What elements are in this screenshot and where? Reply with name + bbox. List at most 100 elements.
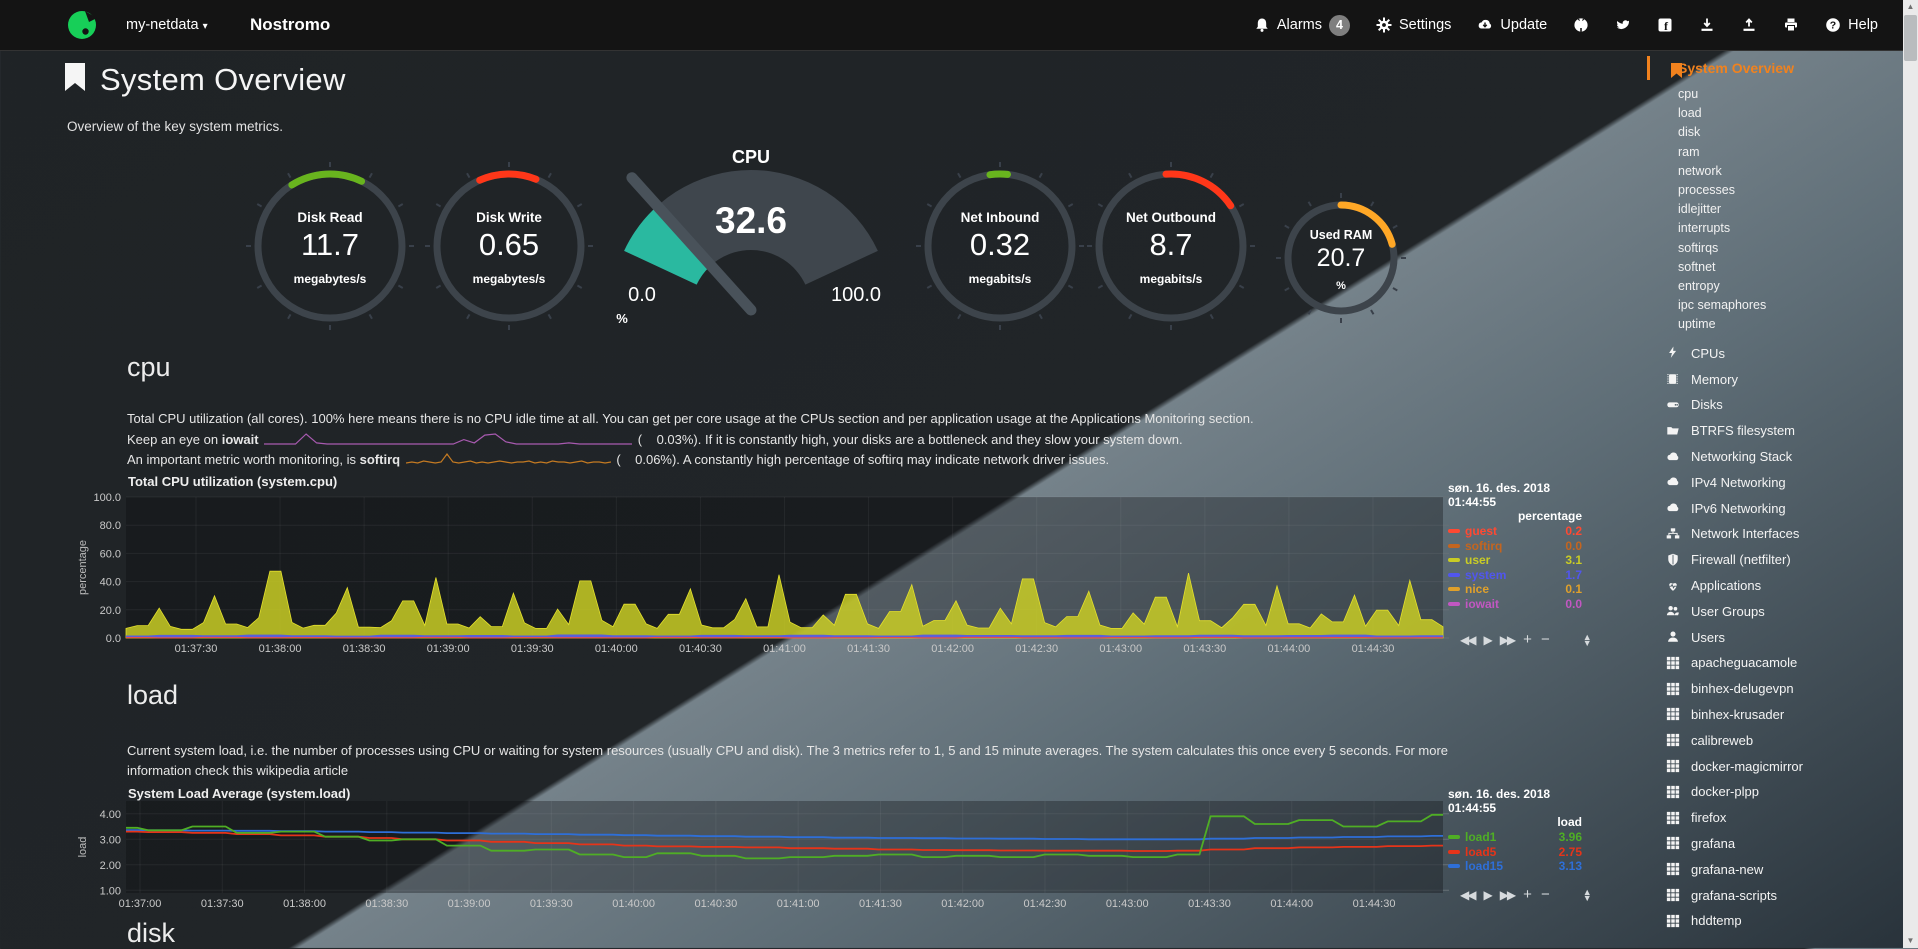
my-netdata-menu[interactable]: my-netdata ▾ <box>126 0 208 50</box>
grid-icon <box>1666 863 1680 876</box>
page-scrollbar[interactable]: ▲ ▼ <box>1903 0 1918 948</box>
navbar-item-print[interactable] <box>1783 17 1799 33</box>
legend-row-nice[interactable]: nice 0.1 <box>1448 582 1588 597</box>
legend-row-softirq[interactable]: softirq 0.0 <box>1448 539 1588 554</box>
sidebar-subitem-idlejitter[interactable]: idlejitter <box>1678 202 1722 217</box>
sidebar-item-firewall-netfilter-[interactable]: Firewall (netfilter) <box>1665 547 1901 573</box>
sidebar-item-user-groups[interactable]: User Groups <box>1665 598 1901 624</box>
legend-row-system[interactable]: system 1.7 <box>1448 568 1588 583</box>
sidebar-item-grafana-scripts[interactable]: grafana-scripts <box>1665 882 1901 908</box>
legend-row-iowait[interactable]: iowait 0.0 <box>1448 597 1588 612</box>
sidebar-item-calibreweb[interactable]: calibreweb <box>1665 727 1901 753</box>
sidebar-item-cpus[interactable]: CPUs <box>1665 340 1901 366</box>
sidebar-subitem-softnet[interactable]: softnet <box>1678 259 1716 274</box>
grid-icon <box>1666 734 1680 747</box>
scrollbar-thumb[interactable] <box>1904 15 1917 61</box>
sidebar-item-networking-stack[interactable]: Networking Stack <box>1665 444 1901 470</box>
navbar-item-export[interactable] <box>1699 17 1715 33</box>
cloud-icon <box>1667 503 1679 512</box>
sidebar-item-docker-magicmirror[interactable]: docker-magicmirror <box>1665 753 1901 779</box>
svg-text:01:43:30: 01:43:30 <box>1188 898 1231 910</box>
sidebar-subitem-network[interactable]: network <box>1678 163 1722 178</box>
navbar-item-import[interactable] <box>1741 17 1757 33</box>
legend-row-load5[interactable]: load5 2.75 <box>1448 845 1588 860</box>
sidebar-subitem-softirqs[interactable]: softirqs <box>1678 240 1719 255</box>
sidebar-subitem-load[interactable]: load <box>1678 106 1702 121</box>
sidebar-item-system-overview[interactable]: System Overview <box>1645 55 1901 81</box>
sidebar-subitem-entropy[interactable]: entropy <box>1678 278 1720 293</box>
resize-handle[interactable]: ▲ ▼ <box>1582 887 1592 903</box>
navbar-item-github[interactable] <box>1573 17 1589 33</box>
load-desc[interactable]: Current system load, i.e. the number of … <box>127 743 1449 778</box>
sidebar-item-grafana[interactable]: grafana <box>1665 831 1901 857</box>
pan-forward-button[interactable]: ▶▶ <box>1499 888 1517 902</box>
gauge-units-net-inbound: megabits/s <box>968 272 1032 286</box>
zoom-in-button[interactable]: + <box>1523 886 1532 903</box>
navbar-item-twitter[interactable] <box>1615 17 1631 33</box>
bell-icon <box>1256 18 1268 32</box>
sidebar-subitem-disk[interactable]: disk <box>1678 125 1701 140</box>
sidebar-subitem-ipc-semaphores[interactable]: ipc semaphores <box>1678 298 1767 313</box>
sidebar-item-ipv6-networking[interactable]: IPv6 Networking <box>1665 495 1901 521</box>
legend-name-guest: guest <box>1465 524 1498 538</box>
legend-row-user[interactable]: user 3.1 <box>1448 553 1588 568</box>
resize-handle[interactable]: ▲ ▼ <box>1582 632 1592 648</box>
scrollbar-up-arrow[interactable]: ▲ <box>1906 2 1915 11</box>
navbar-item-settings[interactable]: Settings <box>1376 17 1451 33</box>
navbar-item-update[interactable]: Update <box>1477 17 1547 33</box>
gauge-net-outbound[interactable] <box>1087 162 1255 330</box>
gauge-used-ram[interactable] <box>1276 193 1406 323</box>
sidebar-subitem-cpu[interactable]: cpu <box>1678 87 1699 101</box>
legend-value-load15: 3.13 <box>1558 859 1582 873</box>
gauge-cpu[interactable] <box>624 169 878 316</box>
sidebar-subitem-ram[interactable]: ram <box>1678 144 1700 159</box>
sidebar-item-ipv4-networking[interactable]: IPv4 Networking <box>1665 469 1901 495</box>
sidebar-subitem-processes[interactable]: processes <box>1678 182 1735 197</box>
sidebar-item-disks[interactable]: Disks <box>1665 392 1901 418</box>
gauge-disk-read[interactable] <box>246 162 414 330</box>
sidebar-item-binhex-delugevpn[interactable]: binhex-delugevpn <box>1665 676 1901 702</box>
zoom-out-button[interactable]: − <box>1540 631 1550 648</box>
grid-icon <box>1666 888 1680 902</box>
pan-backward-button[interactable]: ◀◀ <box>1460 888 1477 902</box>
pan-forward-button[interactable]: ▶▶ <box>1499 633 1517 647</box>
legend-row-load1[interactable]: load1 3.96 <box>1448 830 1588 845</box>
sidebar-item-applications[interactable]: Applications <box>1665 573 1901 599</box>
cloud-icon <box>1667 451 1679 460</box>
navbar-item-facebook[interactable]: f <box>1657 17 1673 33</box>
legend-value-iowait: 0.0 <box>1565 596 1582 611</box>
cpu-desc-line3: An important metric worth monitoring, is… <box>127 452 1109 469</box>
sidebar-item-hddtemp[interactable]: hddtemp <box>1665 908 1901 934</box>
sidebar-item-grafana-new[interactable]: grafana-new <box>1665 856 1901 882</box>
svg-text:01:37:00: 01:37:00 <box>119 898 162 910</box>
zoom-out-button[interactable]: − <box>1540 886 1550 903</box>
svg-text:01:43:00: 01:43:00 <box>1106 898 1149 910</box>
sidebar-item-network-interfaces[interactable]: Network Interfaces <box>1665 521 1901 547</box>
sidebar-item-btrfs-filesystem[interactable]: BTRFS filesystem <box>1665 418 1901 444</box>
sidebar-item-apacheguacamole[interactable]: apacheguacamole <box>1665 650 1901 676</box>
zoom-in-button[interactable]: + <box>1523 631 1532 648</box>
svg-text:01:38:30: 01:38:30 <box>365 898 408 910</box>
sidebar-item-binhex-krusader[interactable]: binhex-krusader <box>1665 702 1901 728</box>
netdata-logo-icon[interactable] <box>67 10 97 40</box>
sidebar-item-docker-plpp[interactable]: docker-plpp <box>1665 779 1901 805</box>
legend-row-load15[interactable]: load15 3.13 <box>1448 859 1588 874</box>
chart-cpu[interactable]: 100.0 80.0 60.0 40.0 20.0 0.0 01:37:30 01:38:00… <box>77 492 1449 655</box>
play-button[interactable]: ▶ <box>1483 633 1492 647</box>
sidebar-item-memory[interactable]: Memory <box>1665 366 1901 392</box>
navbar-item-alarms[interactable]: Alarms 4 <box>1254 14 1350 36</box>
gauge-units-disk-write: megabytes/s <box>472 272 546 286</box>
sidebar-item-firefox[interactable]: firefox <box>1665 805 1901 831</box>
gauge-label-disk-write: Disk Write <box>476 210 542 225</box>
scrollbar-down-arrow[interactable]: ▼ <box>1906 936 1915 945</box>
sidebar-subitem-uptime[interactable]: uptime <box>1678 317 1716 332</box>
play-button[interactable]: ▶ <box>1483 888 1492 902</box>
pan-backward-button[interactable]: ◀◀ <box>1460 633 1477 647</box>
sidebar-item-users[interactable]: Users <box>1665 624 1901 650</box>
sidebar-subitem-interrupts[interactable]: interrupts <box>1678 221 1731 236</box>
gauge-net-inbound[interactable] <box>916 162 1084 330</box>
navbar-item-help[interactable]: ? Help <box>1825 17 1878 33</box>
legend-row-guest[interactable]: guest 0.2 <box>1448 524 1588 539</box>
gauge-disk-write[interactable] <box>425 162 593 330</box>
